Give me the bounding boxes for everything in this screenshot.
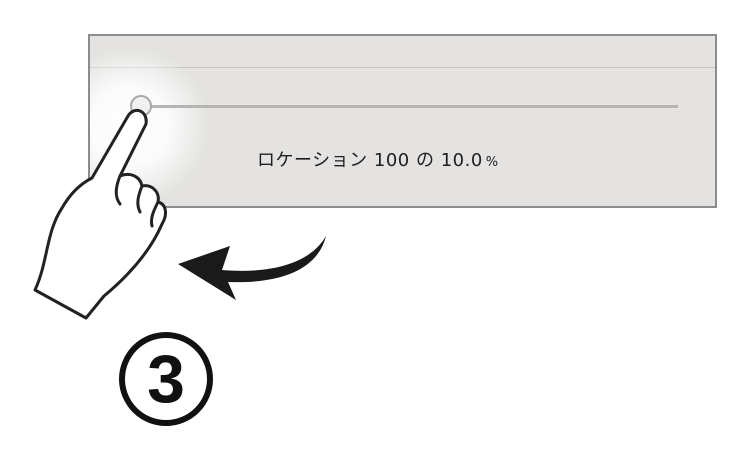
swipe-arrow-icon	[178, 236, 326, 300]
slider-readout: ロケーション 100 の 10.0%	[257, 146, 499, 172]
readout-prefix: ロケーション 100 の	[257, 150, 435, 171]
hand-pointer-icon	[33, 108, 167, 320]
step-badge-circle	[119, 332, 213, 426]
panel-divider	[90, 67, 715, 68]
readout-value: 10.0	[440, 150, 483, 171]
readout-unit: %	[485, 155, 499, 170]
slider-track[interactable]	[144, 105, 678, 108]
step-number: 3	[147, 341, 185, 417]
